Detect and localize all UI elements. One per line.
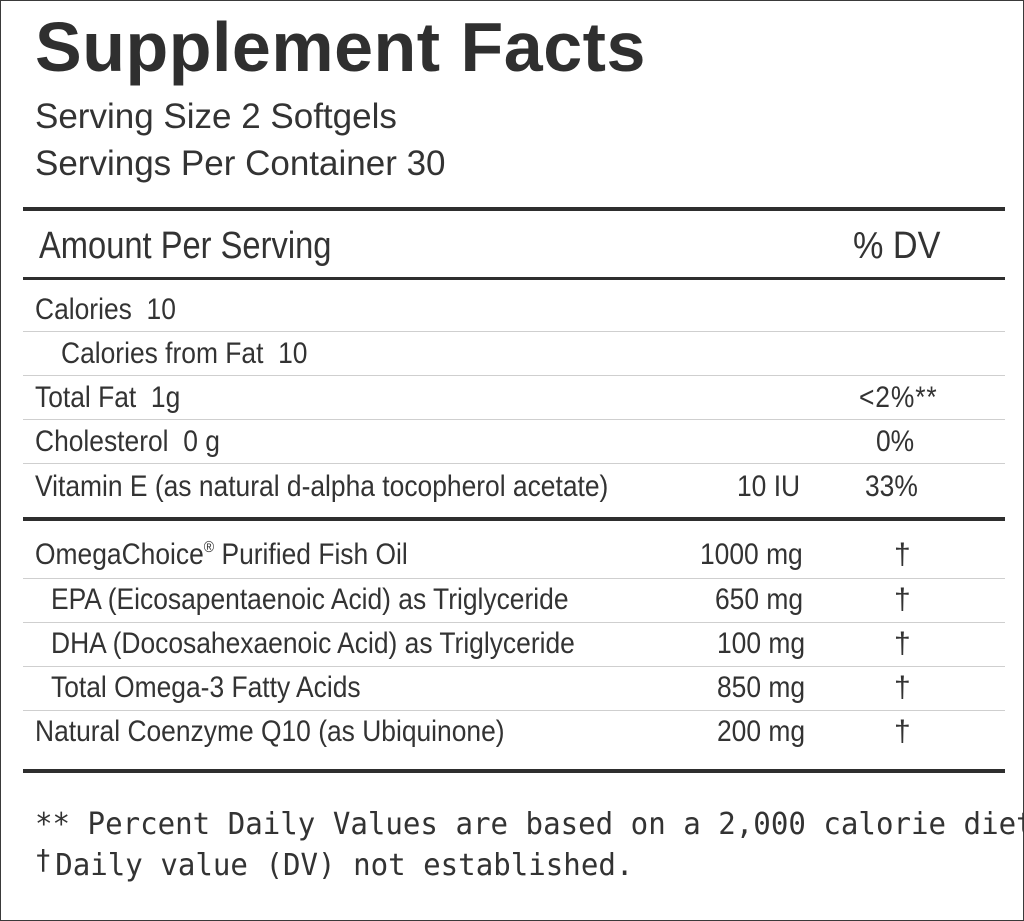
panel-title: Supplement Facts xyxy=(35,8,646,86)
ingredient-row-fish-oil: OmegaChoice® Purified Fish Oil xyxy=(35,538,408,572)
nutrient-amount: 0 g xyxy=(183,425,220,458)
ingredient-dv-fish-oil: † xyxy=(894,538,911,571)
ingredient-label: OmegaChoice xyxy=(35,538,204,571)
thick-divider-middle xyxy=(23,517,1005,521)
ingredient-row-omega-3: Total Omega-3 Fatty Acids xyxy=(51,671,361,704)
row-divider xyxy=(23,622,1005,623)
dagger-symbol: † xyxy=(35,843,52,876)
nutrient-label: Calories xyxy=(35,293,132,326)
row-divider xyxy=(23,331,1005,332)
footnote-dagger: † Daily value (DV) not established. xyxy=(35,843,634,883)
ingredient-row-dha: DHA (Docosahexaenoic Acid) as Triglyceri… xyxy=(51,627,575,660)
servings-per-container: Servings Per Container 30 xyxy=(35,144,446,183)
nutrient-row-total-fat: Total Fat 1g xyxy=(35,381,180,415)
ingredient-amount-epa: 650 mg xyxy=(715,583,804,616)
nutrient-label: Total Fat xyxy=(35,381,137,414)
ingredient-amount-coq10: 200 mg xyxy=(717,715,806,748)
footnote-percent-dv: ** Percent Daily Values are based on a 2… xyxy=(35,807,1024,842)
serving-size: Serving Size 2 Softgels xyxy=(35,97,397,136)
row-divider xyxy=(23,375,1005,376)
footnote-dagger-text: Daily value (DV) not established. xyxy=(55,848,634,883)
percent-dv-heading: % DV xyxy=(853,225,941,267)
ingredient-amount-dha: 100 mg xyxy=(717,627,806,660)
nutrient-label: Cholesterol xyxy=(35,425,169,458)
header-divider xyxy=(23,277,1005,280)
ingredient-row-coq10: Natural Coenzyme Q10 (as Ubiquinone) xyxy=(35,715,505,748)
thick-divider-bottom xyxy=(23,769,1005,773)
nutrient-row-vitamin-e: Vitamin E (as natural d-alpha tocopherol… xyxy=(35,470,609,503)
ingredient-dv-epa: † xyxy=(894,583,911,616)
nutrient-amount-vitamin-e: 10 IU xyxy=(737,470,801,503)
nutrient-dv-vitamin-e: 33% xyxy=(865,470,918,503)
amount-per-serving-heading: Amount Per Serving xyxy=(39,225,332,267)
ingredient-label-suffix: Purified Fish Oil xyxy=(214,538,408,571)
registered-mark: ® xyxy=(203,539,215,556)
ingredient-dv-omega-3: † xyxy=(894,671,911,704)
nutrient-row-calories-from-fat: Calories from Fat 10 xyxy=(61,337,307,371)
thick-divider-top xyxy=(23,207,1005,211)
row-divider xyxy=(23,463,1005,464)
row-divider xyxy=(23,419,1005,420)
nutrient-amount: 10 xyxy=(278,337,308,370)
ingredient-amount-fish-oil: 1000 mg xyxy=(700,538,803,571)
ingredient-row-epa: EPA (Eicosapentaenoic Acid) as Triglycer… xyxy=(51,583,569,616)
row-divider xyxy=(23,710,1005,711)
nutrient-dv-cholesterol: 0% xyxy=(876,425,915,458)
row-divider xyxy=(23,666,1005,667)
row-divider xyxy=(23,578,1005,579)
ingredient-dv-dha: † xyxy=(894,627,911,660)
ingredient-dv-coq10: † xyxy=(894,715,911,748)
nutrient-label: Calories from Fat xyxy=(61,337,264,370)
nutrient-amount: 10 xyxy=(146,293,176,326)
nutrient-dv-total-fat: <2%** xyxy=(859,381,938,414)
nutrient-row-calories: Calories 10 xyxy=(35,293,176,327)
nutrient-row-cholesterol: Cholesterol 0 g xyxy=(35,425,220,459)
ingredient-amount-omega-3: 850 mg xyxy=(717,671,806,704)
nutrient-amount: 1g xyxy=(150,381,181,414)
